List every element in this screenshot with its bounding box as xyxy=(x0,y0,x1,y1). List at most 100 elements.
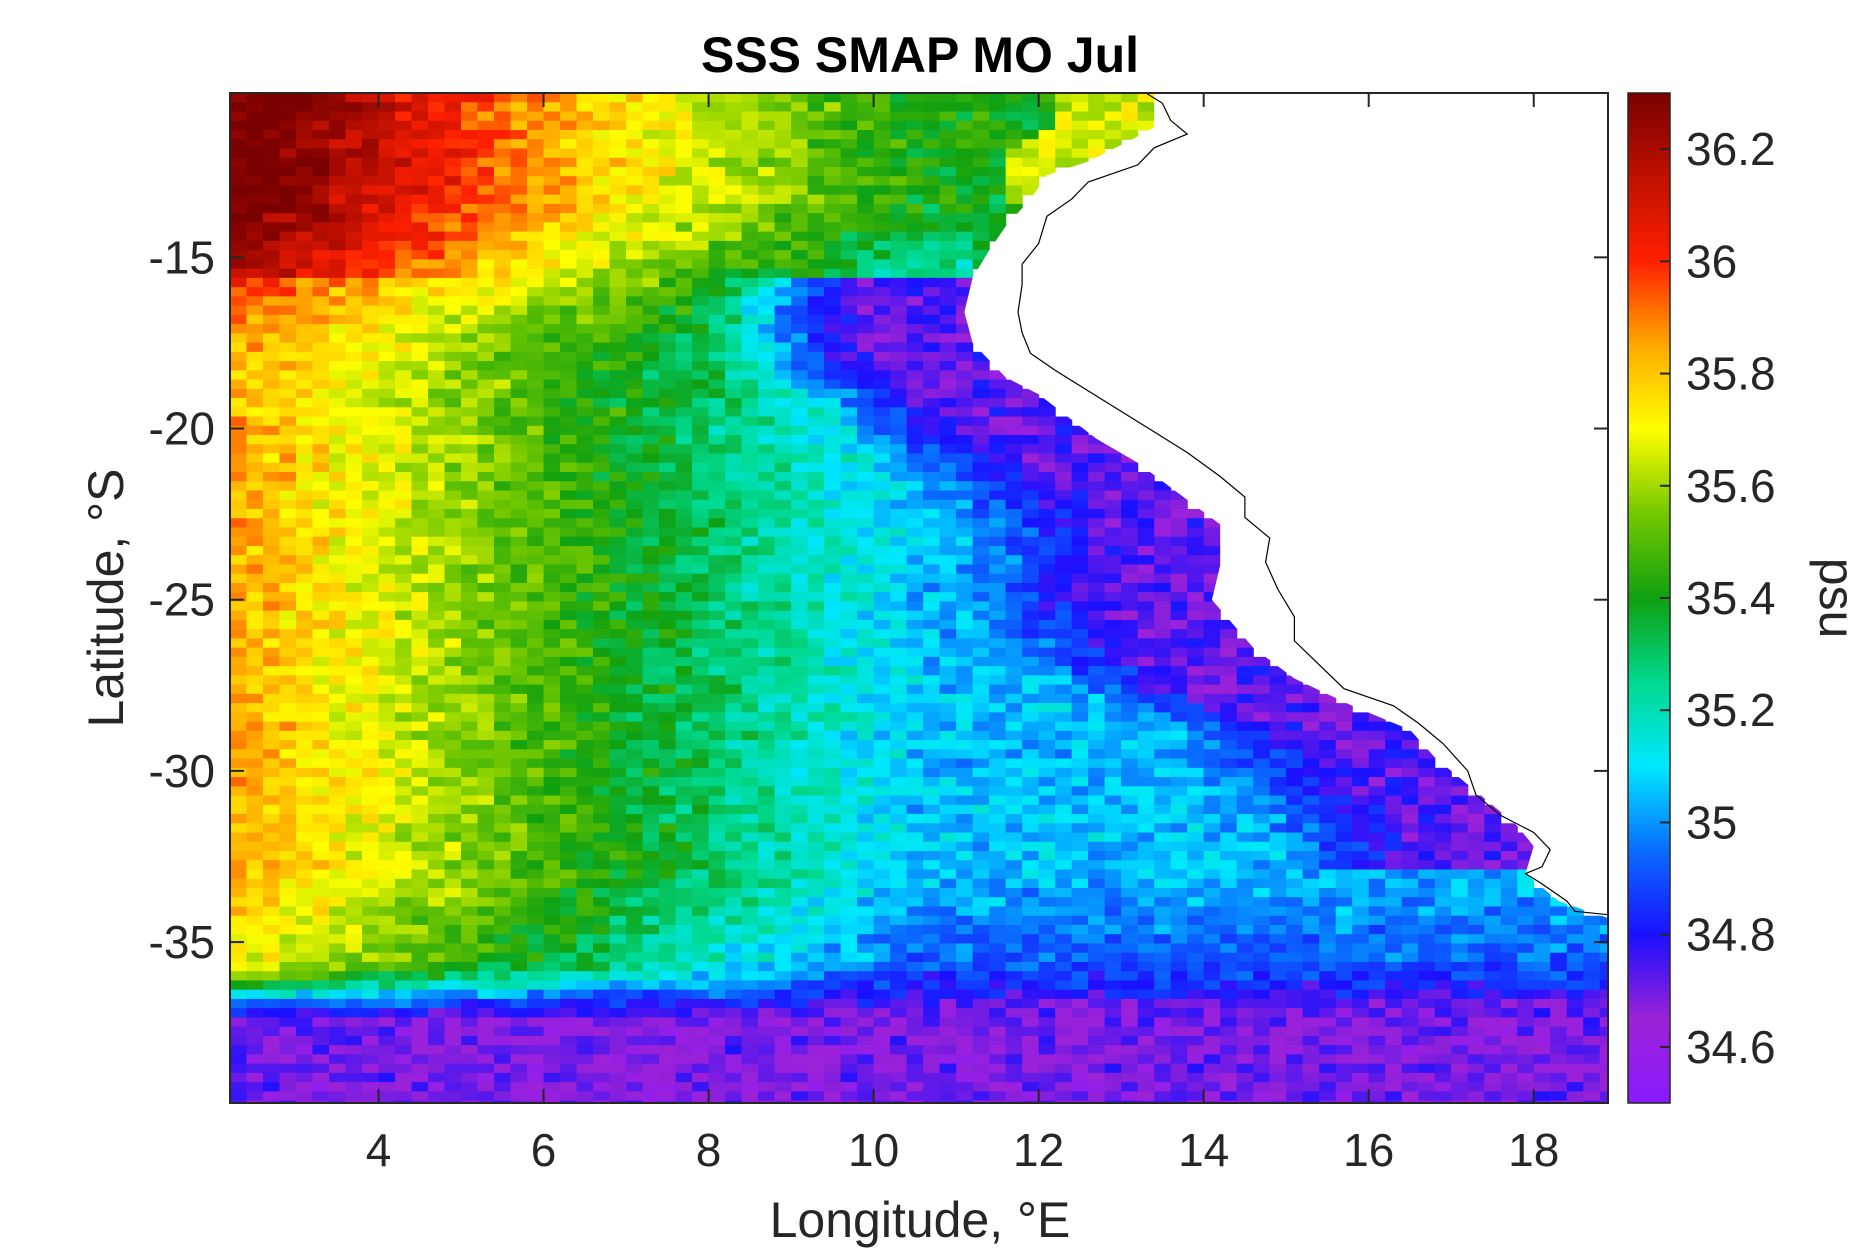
salinity-cell xyxy=(411,176,429,187)
salinity-cell xyxy=(345,342,363,353)
salinity-cell xyxy=(774,878,792,889)
salinity-cell xyxy=(576,222,594,233)
salinity-cell xyxy=(741,194,759,205)
salinity-cell xyxy=(543,407,561,418)
salinity-cell xyxy=(560,545,578,556)
salinity-cell xyxy=(642,1017,660,1028)
salinity-cell xyxy=(923,906,941,917)
salinity-cell xyxy=(593,915,611,926)
salinity-cell xyxy=(312,851,330,861)
salinity-cell xyxy=(939,869,957,880)
salinity-cell xyxy=(593,795,611,806)
salinity-cell xyxy=(659,545,677,556)
salinity-cell xyxy=(972,231,990,242)
salinity-cell xyxy=(675,222,693,233)
salinity-cell xyxy=(329,924,347,935)
salinity-cell xyxy=(263,139,281,150)
salinity-cell xyxy=(923,832,941,843)
salinity-cell xyxy=(428,619,446,630)
salinity-cell xyxy=(576,296,594,307)
salinity-cell xyxy=(345,490,363,501)
salinity-cell xyxy=(675,481,693,492)
salinity-cell xyxy=(362,712,380,723)
salinity-cell xyxy=(296,435,314,445)
salinity-cell xyxy=(758,924,776,935)
salinity-cell xyxy=(411,213,429,224)
salinity-cell xyxy=(807,647,825,658)
salinity-cell xyxy=(263,906,281,917)
salinity-cell xyxy=(939,518,957,529)
salinity-cell xyxy=(956,296,974,307)
salinity-cell xyxy=(510,1082,528,1092)
salinity-cell xyxy=(725,851,743,861)
salinity-cell xyxy=(824,924,842,935)
salinity-cell xyxy=(923,878,941,889)
salinity-cell xyxy=(956,887,974,898)
salinity-cell xyxy=(411,407,429,418)
salinity-cell xyxy=(774,601,792,612)
salinity-cell xyxy=(857,342,875,353)
salinity-cell xyxy=(791,314,809,325)
salinity-cell xyxy=(791,536,809,547)
salinity-cell xyxy=(527,1035,545,1046)
salinity-cell xyxy=(362,684,380,695)
salinity-cell xyxy=(741,277,759,288)
salinity-cell xyxy=(840,508,858,519)
salinity-cell xyxy=(444,490,462,501)
salinity-cell xyxy=(642,878,660,889)
salinity-cell xyxy=(642,777,660,787)
salinity-cell xyxy=(329,370,347,381)
salinity-cell xyxy=(708,277,726,288)
salinity-cell xyxy=(692,388,710,399)
salinity-cell xyxy=(774,989,792,1000)
salinity-cell xyxy=(857,444,875,455)
salinity-cell xyxy=(593,490,611,501)
salinity-cell xyxy=(362,795,380,806)
salinity-cell xyxy=(230,1063,248,1074)
salinity-cell xyxy=(263,176,281,187)
salinity-cell xyxy=(543,656,561,667)
salinity-cell xyxy=(956,684,974,695)
salinity-cell xyxy=(312,203,330,214)
salinity-cell xyxy=(626,1082,644,1092)
salinity-cell xyxy=(560,619,578,630)
salinity-cell xyxy=(758,952,776,963)
salinity-cell xyxy=(692,712,710,723)
salinity-cell xyxy=(576,758,594,769)
salinity-cell xyxy=(312,499,330,510)
salinity-cell xyxy=(791,740,809,750)
salinity-cell xyxy=(873,490,891,501)
salinity-cell xyxy=(692,213,710,224)
salinity-cell xyxy=(593,508,611,519)
salinity-cell xyxy=(477,102,495,113)
salinity-cell xyxy=(395,324,413,334)
salinity-cell xyxy=(246,398,264,408)
salinity-cell xyxy=(906,481,924,492)
salinity-cell xyxy=(230,629,248,639)
salinity-cell xyxy=(263,730,281,741)
salinity-cell xyxy=(840,435,858,445)
salinity-cell xyxy=(857,915,875,926)
salinity-cell xyxy=(279,980,297,991)
salinity-cell xyxy=(774,203,792,214)
salinity-cell xyxy=(692,906,710,917)
salinity-cell xyxy=(411,851,429,861)
salinity-cell xyxy=(708,564,726,575)
salinity-cell xyxy=(725,869,743,880)
salinity-cell xyxy=(362,777,380,787)
salinity-cell xyxy=(560,924,578,935)
salinity-cell xyxy=(890,610,908,621)
salinity-cell xyxy=(890,472,908,482)
salinity-cell xyxy=(791,1045,809,1055)
salinity-cell xyxy=(543,185,561,196)
salinity-cell xyxy=(230,1035,248,1046)
salinity-cell xyxy=(461,740,479,750)
salinity-cell xyxy=(857,675,875,686)
salinity-cell xyxy=(972,536,990,547)
salinity-cell xyxy=(791,952,809,963)
salinity-cell xyxy=(263,527,281,538)
salinity-cell xyxy=(527,425,545,436)
salinity-cell xyxy=(857,998,875,1009)
salinity-cell xyxy=(807,878,825,889)
salinity-cell xyxy=(956,823,974,834)
